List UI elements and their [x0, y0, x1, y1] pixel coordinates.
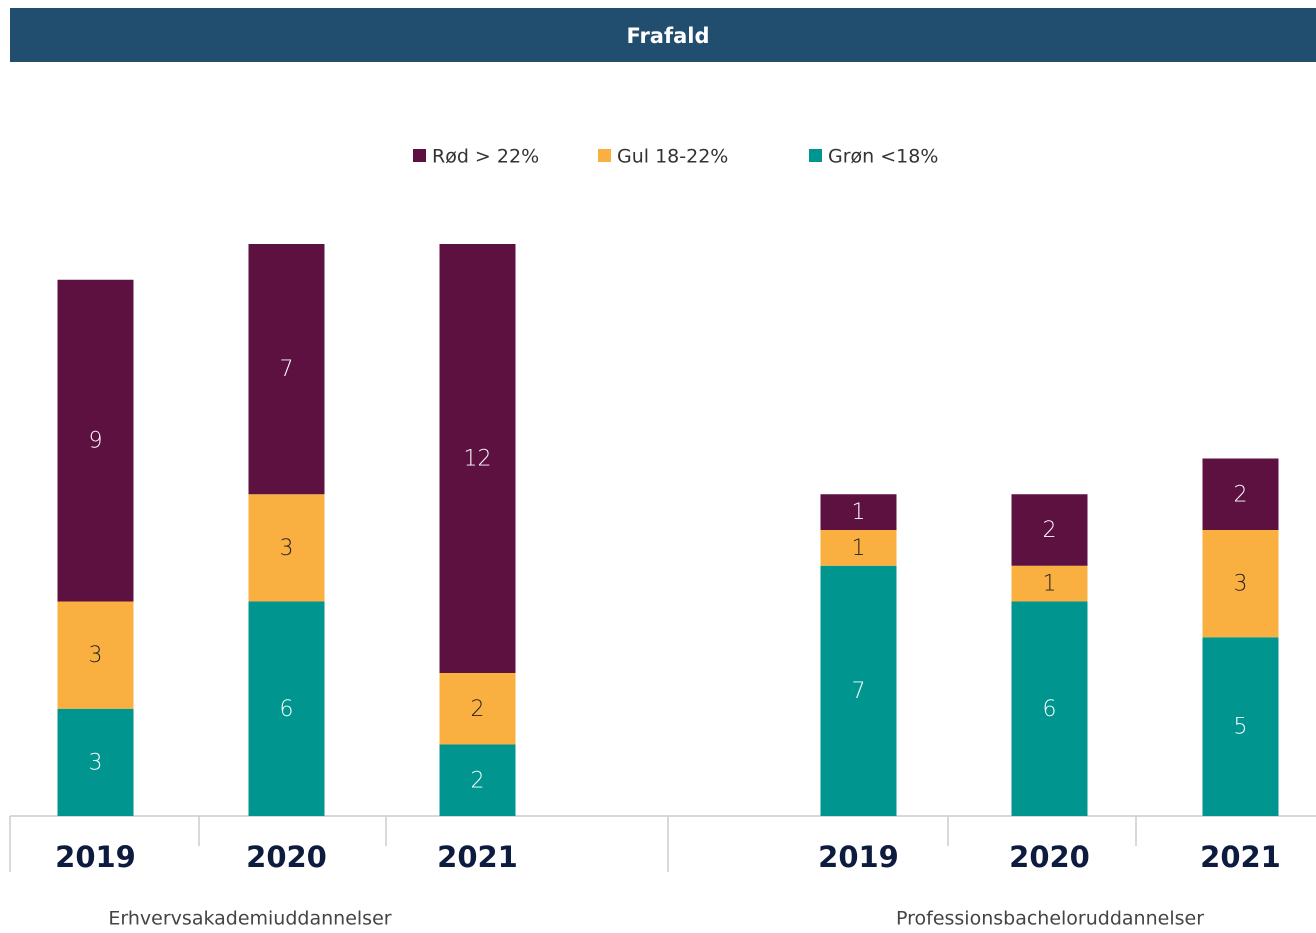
bar-segment	[57, 708, 134, 816]
bar-segment	[1011, 494, 1088, 566]
bar-segment	[57, 279, 134, 602]
x-tick-label: 2019	[55, 840, 136, 874]
bar-segment	[248, 494, 325, 602]
data-label: 3	[1234, 572, 1248, 597]
legend-label: Gul 18-22%	[617, 146, 728, 168]
bar-segment	[1202, 458, 1279, 530]
bar-segment	[439, 673, 516, 745]
bar-segment	[1011, 565, 1088, 602]
data-label: 6	[1043, 697, 1057, 722]
data-label: 3	[89, 643, 103, 668]
data-label: 3	[89, 750, 103, 775]
bar-segment	[1011, 601, 1088, 816]
x-tick-label: 2020	[1009, 840, 1090, 874]
bar-segment	[439, 244, 516, 673]
title-bar	[10, 8, 1316, 62]
data-label: 5	[1234, 715, 1248, 740]
x-tick-label: 2021	[1200, 840, 1281, 874]
x-tick-label: 2021	[437, 840, 518, 874]
x-tick-label: 2020	[246, 840, 327, 874]
data-label: 2	[471, 697, 485, 722]
data-label: 2	[471, 768, 485, 793]
legend-label: Grøn <18%	[828, 146, 938, 168]
bar-segment	[820, 530, 897, 566]
bar-segment	[439, 744, 516, 816]
group-label: Professionsbacheloruddannelser	[896, 908, 1204, 930]
bar-segment	[1202, 530, 1279, 638]
data-label: 1	[852, 536, 866, 561]
data-label: 3	[280, 536, 294, 561]
bar-segment	[248, 244, 325, 495]
data-label: 9	[89, 429, 103, 454]
data-label: 7	[280, 357, 294, 382]
legend-swatch	[598, 149, 611, 162]
chart-title: Frafald	[626, 24, 709, 48]
bar-segment	[248, 601, 325, 816]
x-tick-label: 2019	[818, 840, 899, 874]
bar-segment	[820, 494, 897, 530]
group-label: Erhvervsakademiuddannelser	[108, 908, 391, 930]
data-label: 7	[852, 679, 866, 704]
separators	[9, 816, 1137, 872]
data-label: 1	[852, 500, 866, 525]
legend-swatch	[809, 149, 822, 162]
legend-label: Rød > 22%	[432, 146, 539, 168]
data-label: 12	[464, 447, 492, 472]
data-label: 6	[280, 697, 294, 722]
data-label: 2	[1043, 518, 1057, 543]
bar-segment	[1202, 637, 1279, 816]
legend-swatch	[413, 149, 426, 162]
bar-segment	[820, 565, 897, 816]
data-label: 1	[1043, 572, 1057, 597]
data-label: 2	[1234, 482, 1248, 507]
bar-segment	[57, 601, 134, 709]
